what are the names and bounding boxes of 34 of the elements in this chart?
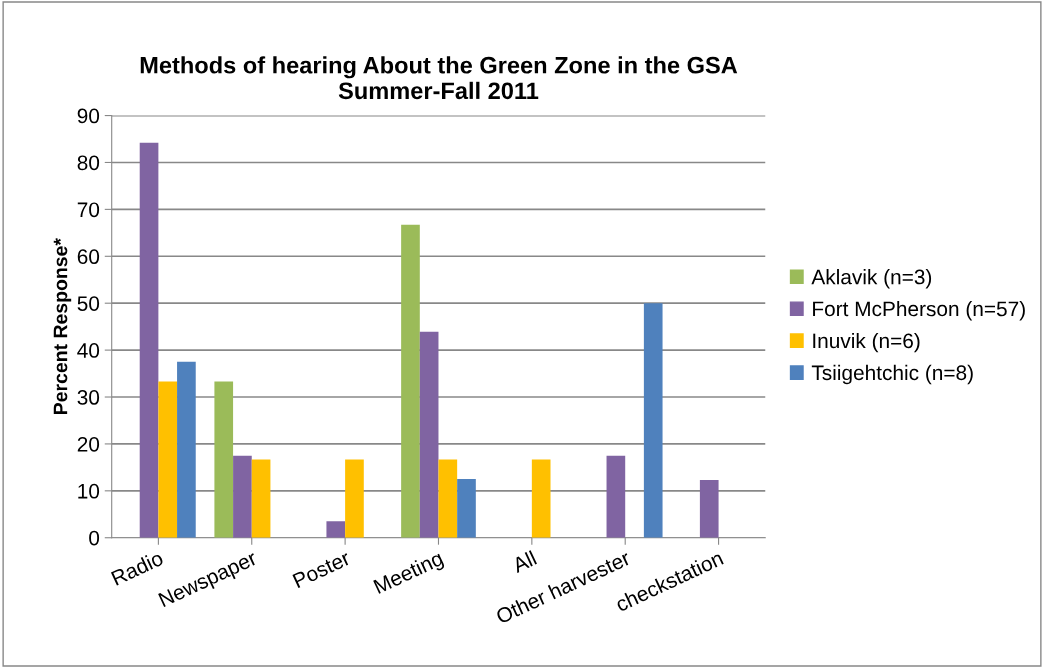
y-tick-label: 0 (89, 530, 100, 546)
bar (214, 381, 234, 538)
bar (139, 142, 159, 538)
bar (251, 459, 271, 538)
bar (233, 455, 252, 538)
bar (419, 331, 439, 538)
bar (158, 381, 178, 538)
y-tick-label: 50 (77, 296, 100, 311)
x-tick-label: Poster (292, 550, 352, 589)
legend-label: Fort McPherson (n=57) (813, 300, 1025, 321)
bar (177, 361, 196, 538)
legend-label: Inuvik (n=6) (813, 332, 920, 353)
y-tick-label: 70 (77, 202, 100, 218)
y-tick-label: 40 (77, 343, 100, 358)
bar (345, 459, 364, 538)
x-tick-label: All (510, 550, 537, 573)
bar (326, 521, 346, 538)
bar (531, 459, 551, 538)
y-axis-title: Percent Response* (53, 238, 72, 414)
legend-label: Aklavik (n=3) (811, 269, 932, 289)
y-tick-label: 80 (77, 155, 100, 171)
y-tick-label: 90 (77, 108, 100, 124)
bar (699, 480, 719, 538)
bar (643, 303, 663, 538)
y-tick-label: 20 (77, 436, 100, 452)
bar (606, 455, 626, 538)
legend-label: Tsiigehtchic (n=8) (811, 364, 973, 385)
y-tick-label: 60 (77, 249, 100, 265)
chart-title: Methods of hearing About the Green Zone in the GSA Summer-Fall 2011 (140, 56, 738, 100)
bar (457, 479, 476, 538)
bar (401, 224, 420, 538)
y-tick-label: 10 (78, 483, 100, 499)
y-tick-label: 30 (77, 390, 100, 405)
bar (438, 459, 458, 538)
